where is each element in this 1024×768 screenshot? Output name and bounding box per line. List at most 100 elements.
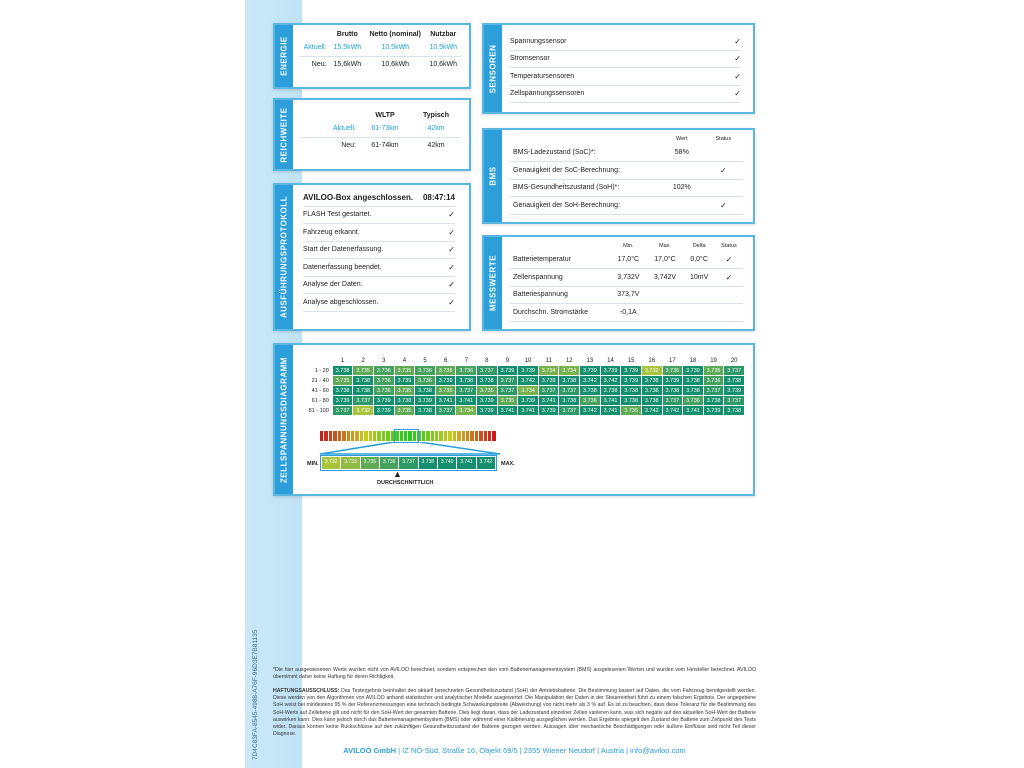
messwert-value: 373,7V: [617, 291, 640, 299]
value: 42km: [427, 141, 445, 149]
column-number: 14: [599, 355, 622, 366]
row-label: Aktuell:: [303, 44, 327, 52]
cell-voltage: 3.739: [599, 365, 622, 376]
cell-voltage: 3.737: [476, 365, 498, 376]
cell-voltage: 3.741: [517, 405, 539, 416]
cell-voltage: 3.735: [702, 365, 725, 376]
value: 61-74km: [371, 141, 399, 149]
column-number: 11: [537, 355, 560, 366]
cell-voltage: 3.738: [682, 385, 704, 396]
scale-segment: [399, 431, 404, 441]
value: 61-73km: [371, 125, 399, 133]
cell-voltage: 3.736: [373, 385, 395, 396]
cell-voltage: 3.738: [640, 395, 663, 406]
messwert-value: 3,732V: [617, 273, 640, 281]
scale-segment: [470, 431, 474, 441]
sensor-label: Spannungssensor: [510, 37, 567, 45]
cell-voltage: 3.738: [352, 375, 374, 386]
protokoll-header: AVILOO-Box angeschlossen.: [303, 192, 414, 202]
cell-voltage: 3.738: [331, 385, 354, 396]
row-range-label: 61 - 80: [305, 395, 333, 406]
messwert-value: [647, 304, 684, 322]
cell-voltage: 3.741: [455, 395, 478, 406]
check-icon: ✓: [734, 54, 741, 64]
col-header: Max.: [659, 243, 671, 249]
scale-segment: [439, 431, 443, 441]
value: 10,6kWh: [429, 60, 458, 68]
protokoll-item: Datenerfassung beendet. ✓: [303, 259, 455, 277]
messwert-value: 0,0°C: [690, 256, 708, 263]
cell-voltage: 3.739: [476, 405, 498, 416]
scale-value: 3.736: [379, 457, 399, 469]
cell-voltage: 3.739: [723, 385, 745, 396]
scale-segment: [474, 431, 479, 441]
column-number: 19: [702, 355, 725, 366]
zell-title: ZELLSPANNUNGSDIAGRAMM: [279, 356, 289, 483]
cell-voltage: 3.741: [496, 405, 519, 416]
messwert-value: -0,1A: [619, 308, 637, 316]
cell-voltage: 3.738: [682, 375, 704, 386]
scale-segment: [337, 431, 342, 441]
bms-value: 58%: [674, 149, 689, 156]
bms-value: [660, 162, 704, 180]
energie-table: Brutto Netto (nominal) Nutzbar Aktuell: 15,…: [299, 29, 461, 72]
scale-segment: [324, 431, 328, 441]
scale-value: 3.740: [437, 457, 457, 469]
cell-voltage: 3.738: [661, 385, 684, 396]
protokoll-item-label: FLASH Test gestartet.: [303, 211, 372, 219]
reichweite-card: REICHWEITE WLTP Typisch Aktuell: 61-73km 42…: [273, 98, 471, 171]
scale-segment: [479, 431, 483, 441]
messwert-row: Zellenspannung 3,732V 3,742V 10mV ✓: [510, 269, 743, 286]
scale-segment: [381, 431, 386, 441]
cell-voltage: 3.738: [723, 375, 745, 386]
scale-segment: [448, 431, 452, 441]
cell-voltage: 3.738: [414, 405, 436, 416]
bms-label: Genauigkeit der SoH-Berechnung:: [513, 201, 621, 209]
max-label: MAX.: [501, 461, 515, 467]
cell-voltage: 3.741: [599, 395, 622, 406]
sensoren-title: SENSOREN: [488, 44, 498, 93]
protokoll-item: Start der Datenerfassung. ✓: [303, 242, 455, 259]
check-icon: ✓: [448, 227, 455, 237]
cell-voltage: 3.737: [537, 385, 560, 396]
cell-voltage: 3.737: [455, 385, 478, 396]
bms-row: BMS-Gesundheitszustand (SoH)*: 102%: [510, 179, 743, 197]
messwert-value: [683, 304, 715, 322]
column-number: 13: [579, 355, 601, 366]
scale-value: 3.732: [322, 457, 341, 469]
company-name: AVILOO GmbH: [343, 746, 397, 755]
check-icon: ✓: [725, 255, 733, 264]
cell-voltage: 3.735: [434, 385, 457, 396]
bms-value: [660, 197, 704, 215]
cell-voltage: 3.736: [455, 365, 478, 376]
col-header: Status: [715, 136, 732, 142]
cell-voltage: 3.736: [414, 365, 436, 376]
scale-segment: [412, 431, 417, 441]
row-range-label: 81 - 100: [305, 405, 333, 416]
messwert-row: Batterietemperatur 17,0°C 17,0°C 0,0°C ✓: [510, 251, 743, 269]
col-header: Min.: [623, 243, 634, 249]
scale-segment: [364, 431, 368, 441]
cell-voltage: 3.742: [579, 405, 601, 416]
cell-voltage: 3.739: [517, 395, 539, 406]
sensor-item: Zellspannungssensoren ✓: [510, 86, 741, 103]
min-label: MIN.: [307, 461, 319, 467]
cell-voltage: 3.737: [723, 395, 745, 406]
row-range-label: 21 - 40: [305, 375, 333, 386]
cell-voltage: 3.738: [702, 395, 725, 406]
value: 10,5kWh: [429, 44, 458, 52]
messwert-value: [647, 286, 684, 304]
column-number: 8: [476, 355, 498, 366]
check-icon: ✓: [719, 165, 727, 175]
scale-segment: [488, 431, 492, 441]
cell-voltage: 3.737: [352, 395, 374, 406]
protokoll-item-label: Start der Datenerfassung.: [303, 246, 384, 254]
cell-voltage: 3.742: [517, 375, 539, 386]
column-number: 5: [414, 355, 436, 366]
sensor-item: Temperatursensoren ✓: [510, 68, 741, 86]
cell-voltage: 3.737: [331, 405, 354, 416]
check-icon: ✓: [448, 297, 455, 307]
scale-value: 3.735: [360, 457, 379, 469]
scale-segment: [333, 431, 337, 441]
cell-voltage: 3.741: [537, 395, 560, 406]
